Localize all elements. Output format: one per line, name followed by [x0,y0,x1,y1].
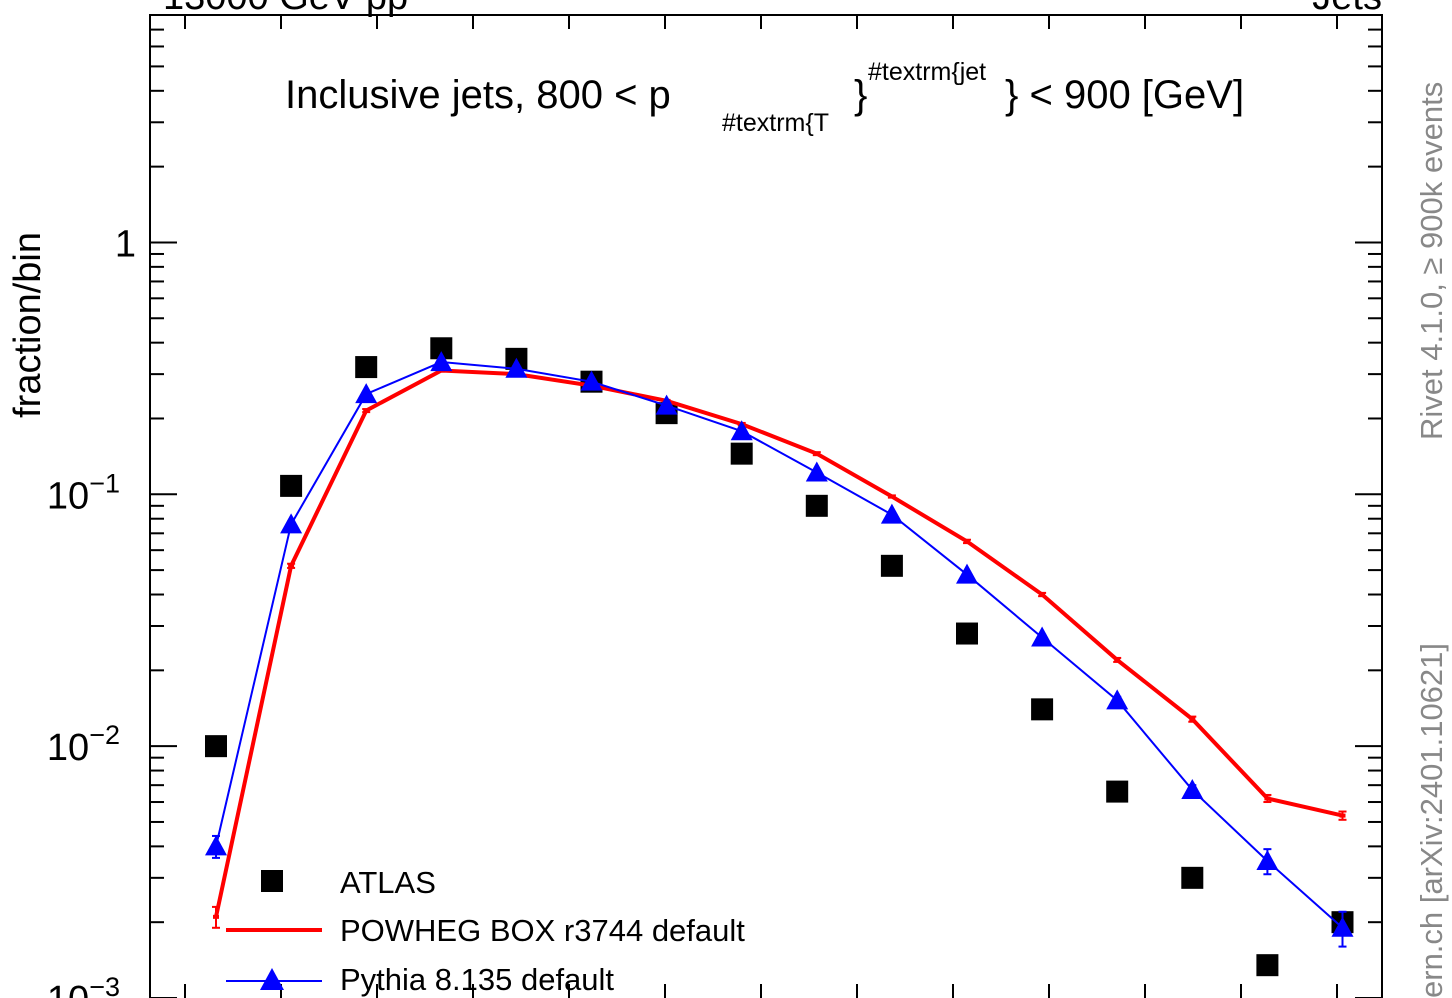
data-point [1264,796,1271,801]
y-tick-label: 10−3 [47,972,120,998]
title-superscript: #textrm{jet [868,58,986,86]
data-point [1031,626,1054,647]
series-pythia-8-135-default [205,351,1354,948]
title-subscript: #textrm{T [722,109,829,137]
legend-marker-atlas [261,870,283,892]
data-point [1331,916,1354,937]
data-point [1106,689,1129,710]
data-point [288,563,295,568]
data-point [213,914,219,919]
data-point [205,835,227,856]
title-main: Inclusive jets, 800 < p [285,73,671,117]
data-point [1181,866,1204,889]
y-axis-label: fraction/bin [7,232,49,418]
data-point [505,357,528,378]
arxiv-reference-label: ern.ch [arXiv:2401.10621] [1414,643,1449,998]
data-point [730,442,753,465]
data-point [956,622,978,645]
data-point [1339,813,1346,818]
series-line [215,361,1344,929]
legend: ATLAS POWHEG BOX r3744 default Pythia 8.… [226,865,745,997]
data-point [655,394,678,415]
data-point [1189,717,1196,722]
data-point [880,554,903,577]
series-layer [205,337,1354,977]
data-point [280,474,303,497]
data-point [880,503,903,524]
data-point [813,451,820,456]
data-point [355,356,378,379]
title-tail: } < 900 [GeV] [1005,73,1244,117]
data-point [580,370,603,391]
title-brace: } [854,73,867,117]
data-point [430,337,453,360]
plot-border [149,14,1383,998]
plot-frame [149,14,1383,998]
data-point [280,513,303,534]
header-right-text: Jets [1312,0,1382,18]
data-point [355,383,378,404]
data-point [805,461,828,482]
data-point [964,539,970,544]
data-point [1106,780,1129,803]
data-point [205,735,227,758]
data-point [888,494,895,499]
data-point [363,408,370,413]
legend-marker-pythia [260,968,284,990]
data-point [1031,698,1054,721]
data-point [1256,849,1279,870]
chart-title: Inclusive jets, 800 < p #textrm{T } #tex… [285,58,1244,137]
header-left-text: 13000 GeV pp [163,0,408,18]
y-tick-labels: 1 10−1 10−2 10−3 [47,223,136,998]
y-tick-label: 10−2 [47,720,120,769]
data-point [956,563,978,584]
legend-label-atlas: ATLAS [340,865,436,900]
data-point [430,351,453,372]
data-point [1114,657,1121,662]
rivet-version-label: Rivet 4.1.0, ≥ 900k events [1414,82,1449,440]
data-point [730,420,753,441]
legend-label-powheg: POWHEG BOX r3744 default [340,913,745,948]
data-point [1256,954,1279,977]
legend-label-pythia: Pythia 8.135 default [340,962,614,997]
data-point [805,494,828,517]
y-tick-label: 1 [115,223,136,265]
series-line [214,368,1343,918]
data-point [1181,778,1204,799]
data-point [1039,592,1046,597]
y-tick-label: 10−1 [47,468,120,517]
